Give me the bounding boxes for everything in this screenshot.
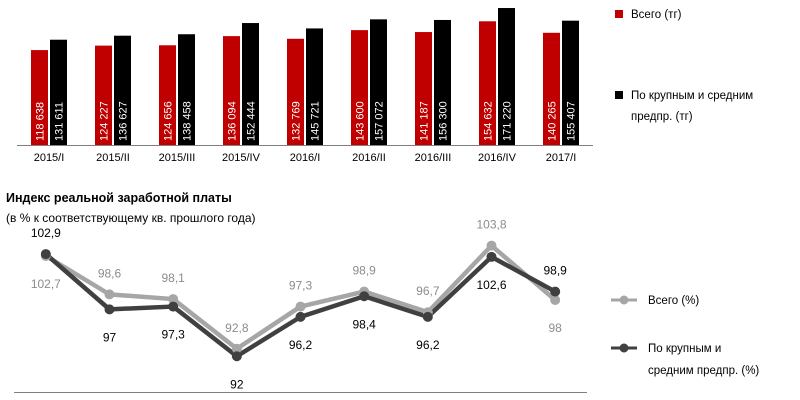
point-total <box>550 295 561 305</box>
data-label-total: 97,3 <box>289 279 313 293</box>
point-large-medium <box>550 286 561 297</box>
bar-total <box>543 32 560 146</box>
data-label-total: 98,9 <box>352 264 376 278</box>
legend-marker-large-medium-pct <box>619 343 629 353</box>
bar-total <box>223 36 240 145</box>
point-total <box>295 301 306 312</box>
bar-large-medium <box>306 28 323 145</box>
data-label-total: 98,6 <box>98 266 122 280</box>
bar-data-label: 143 600 <box>355 101 367 141</box>
point-large-medium <box>168 301 179 312</box>
bar-data-label: 131 611 <box>54 102 66 141</box>
point-large-medium <box>40 249 51 260</box>
data-label-large-medium: 97,3 <box>161 328 185 342</box>
data-label-total: 96,7 <box>416 284 440 298</box>
legend-marker-total-pct <box>619 295 629 305</box>
point-total <box>168 294 179 305</box>
bar-total <box>479 21 496 145</box>
bar-data-label: 140 265 <box>547 101 559 141</box>
bar-large-medium <box>498 8 515 145</box>
bar-data-label: 136 094 <box>227 101 239 141</box>
bar-large-medium <box>242 23 259 145</box>
point-large-medium <box>231 351 242 362</box>
bar-data-label: 132 769 <box>291 101 303 141</box>
bar-total <box>159 45 176 145</box>
point-large-medium <box>486 251 497 262</box>
point-total <box>231 343 242 354</box>
data-label-total: 92,8 <box>225 321 249 335</box>
bar-large-medium <box>434 19 451 145</box>
data-label-large-medium: 98,9 <box>543 264 567 278</box>
data-label-large-medium: 97 <box>103 330 117 344</box>
bar-data-label: 171 220 <box>502 101 514 141</box>
legend-label-large-medium: По крупным и средним <box>631 90 753 102</box>
legend-label-large-medium: предпр. (тг) <box>631 111 693 123</box>
point-large-medium <box>104 304 115 315</box>
data-label-total: 98,1 <box>161 271 185 285</box>
bar-data-label: 124 227 <box>99 101 111 141</box>
legend-marker-total <box>615 10 623 18</box>
bar-total <box>287 38 304 145</box>
x-tick-label: 2017/I <box>546 152 577 164</box>
point-large-medium <box>422 311 433 322</box>
point-large-medium <box>295 311 306 322</box>
data-label-large-medium: 96,2 <box>289 338 313 352</box>
point-total <box>486 240 497 251</box>
x-tick-label: 2016/III <box>415 152 452 164</box>
legend-label-large-medium-pct: По крупным и <box>648 343 721 355</box>
bar-total <box>351 30 368 145</box>
bar-data-label: 118 638 <box>35 102 47 141</box>
x-tick-label: 2015/II <box>96 152 130 164</box>
bar-data-label: 145 721 <box>310 101 322 141</box>
bar-large-medium <box>562 20 579 145</box>
x-tick-label: 2015/III <box>159 152 196 164</box>
line-chart: Индекс реальной заработной платы (в % к с… <box>6 191 759 393</box>
bar-data-label: 157 072 <box>374 101 386 141</box>
line-chart-subtitle: (в % к соответствующему кв. прошлого год… <box>6 211 256 225</box>
bar-data-label: 136 627 <box>118 101 130 141</box>
bar-data-label: 155 407 <box>566 101 578 141</box>
line-chart-title: Индекс реальной заработной платы <box>6 191 232 205</box>
legend-label-total: Всего (тг) <box>631 9 682 21</box>
data-label-large-medium: 102,6 <box>476 278 506 292</box>
data-label-large-medium: 98,4 <box>352 317 376 331</box>
bar-data-label: 154 632 <box>483 101 495 141</box>
bar-total <box>415 32 432 145</box>
data-label-large-medium: 96,2 <box>416 338 440 352</box>
point-total <box>104 289 115 300</box>
data-label-large-medium: 102,9 <box>31 226 61 240</box>
bar-total <box>31 50 48 145</box>
legend-label-large-medium-pct: средним предпр. (%) <box>648 365 759 377</box>
bar-data-label: 156 300 <box>438 101 450 141</box>
bar-large-medium <box>114 35 131 146</box>
data-label-large-medium: 92 <box>230 377 244 391</box>
x-tick-label: 2015/IV <box>222 152 261 164</box>
legend-label-total-pct: Всего (%) <box>648 295 699 307</box>
x-tick-label: 2016/I <box>290 152 321 164</box>
bar-large-medium <box>50 39 67 146</box>
bar-data-label: 124 656 <box>163 101 175 141</box>
bar-large-medium <box>178 34 195 146</box>
bar-data-label: 152 444 <box>246 101 258 141</box>
bar-chart: 118 638 131 611 2015/I 124 227 136 627 2015/I… <box>17 8 753 164</box>
x-tick-label: 2016/IV <box>478 152 517 164</box>
data-label-total: 102,7 <box>31 277 61 291</box>
data-label-total: 103,8 <box>476 218 506 232</box>
bar-data-label: 141 187 <box>419 101 431 141</box>
bar-total <box>95 45 112 145</box>
bar-large-medium <box>370 19 387 145</box>
x-tick-label: 2015/I <box>34 152 65 164</box>
legend-marker-large-medium <box>615 91 623 99</box>
x-tick-label: 2016/II <box>352 152 386 164</box>
point-large-medium <box>359 291 370 302</box>
bar-data-label: 138 458 <box>182 101 194 141</box>
data-label-total: 98 <box>548 321 562 335</box>
series-line-total <box>43 243 558 351</box>
